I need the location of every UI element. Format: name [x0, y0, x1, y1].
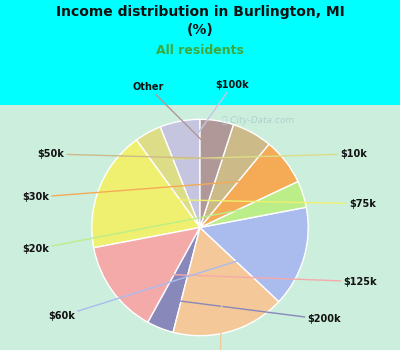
Text: All residents: All residents: [156, 44, 244, 57]
Wedge shape: [94, 228, 200, 322]
Text: Other: Other: [132, 82, 210, 149]
Text: $60k: $60k: [48, 250, 272, 321]
Text: $200k: $200k: [174, 300, 341, 324]
Wedge shape: [148, 228, 200, 332]
Wedge shape: [136, 127, 200, 228]
Text: Income distribution in Burlington, MI: Income distribution in Burlington, MI: [56, 5, 344, 19]
Wedge shape: [160, 119, 200, 228]
Text: $30k: $30k: [22, 180, 259, 202]
Text: ⓘ City-Data.com: ⓘ City-Data.com: [222, 116, 294, 125]
Text: $20k: $20k: [22, 204, 271, 254]
Wedge shape: [92, 140, 200, 248]
Wedge shape: [200, 125, 269, 228]
Wedge shape: [200, 207, 308, 302]
Text: $100k: $100k: [187, 80, 249, 149]
Text: $50k: $50k: [37, 149, 235, 159]
Text: $125k: $125k: [140, 273, 377, 287]
Wedge shape: [173, 228, 279, 336]
Text: $75k: $75k: [130, 199, 376, 209]
Wedge shape: [200, 181, 306, 228]
Wedge shape: [200, 144, 298, 228]
Text: (%): (%): [187, 23, 213, 37]
Text: $40k: $40k: [206, 305, 233, 350]
Wedge shape: [200, 119, 234, 228]
Text: $10k: $10k: [165, 149, 367, 159]
